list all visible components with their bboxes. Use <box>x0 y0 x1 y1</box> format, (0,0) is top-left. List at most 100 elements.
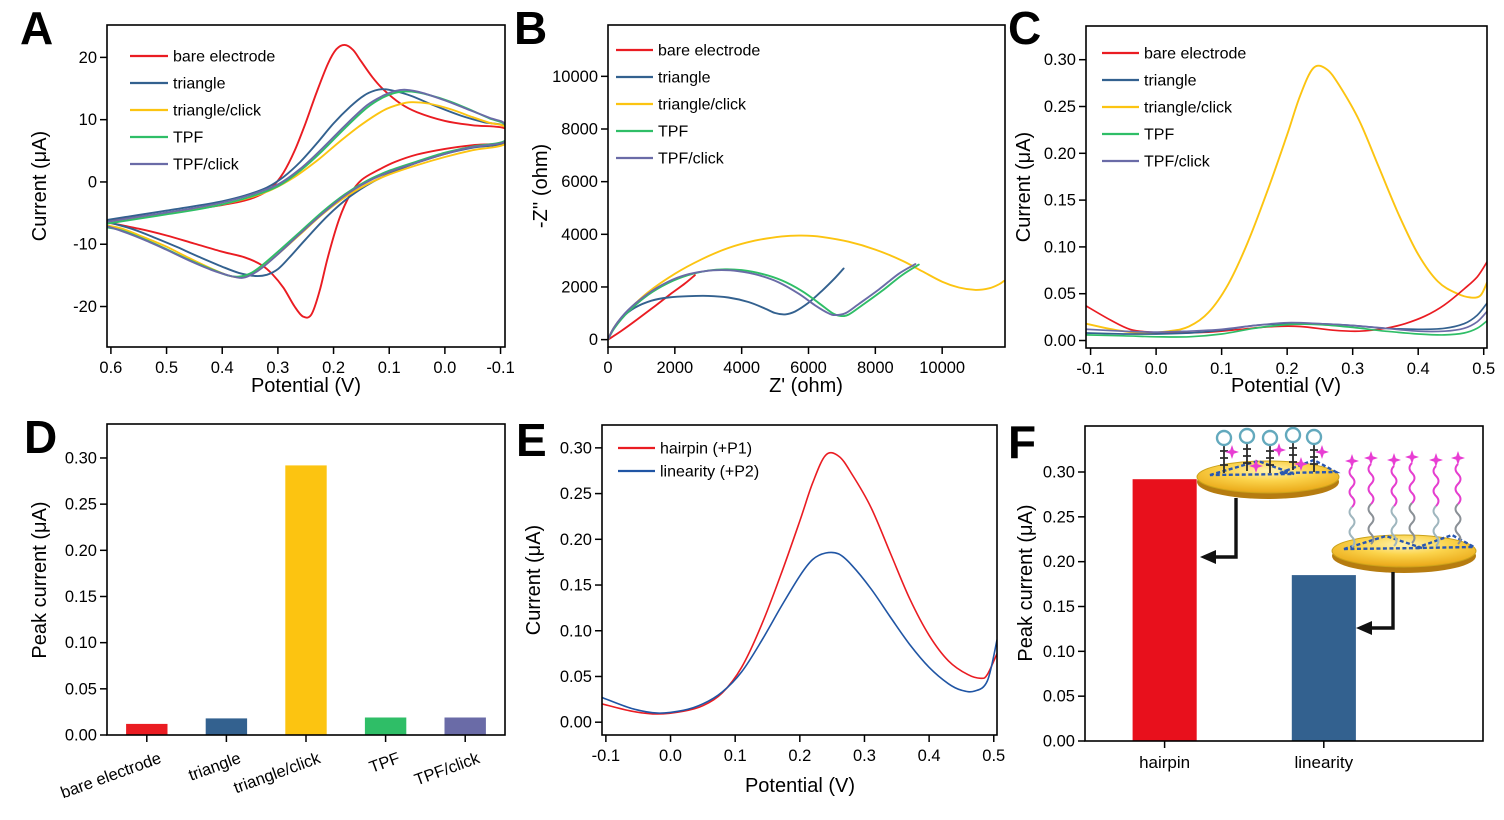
panel-A-legend-label: TPF <box>173 130 203 147</box>
panel-B-x-tick-label: 8000 <box>857 359 894 377</box>
panel-A-y-tick-label: -10 <box>73 236 97 254</box>
panel-A-legend-label: TPF/click <box>173 157 240 174</box>
panel-F-category-label: linearity <box>1295 753 1354 772</box>
panel-letter-b: B <box>514 2 548 54</box>
panel-A-y-tick-label: 20 <box>79 49 97 67</box>
panel-C-series <box>1086 64 1487 338</box>
panel-C-series-triangle-line <box>1086 302 1487 335</box>
panel-F: hairpin linearity 0.00 0.05 0.10 0.15 0.20 0.25… <box>1015 425 1484 772</box>
panel-A-x-tick-label: 0.4 <box>211 359 234 377</box>
panel-letter-a: A <box>20 2 54 54</box>
panel-C-series-triangle-click-line <box>1086 64 1487 334</box>
panel-F-y-tick-label: 0.00 <box>1043 733 1075 751</box>
panel-D-category-label: triangle/click <box>231 749 323 797</box>
panel-letter-c: C <box>1008 2 1042 54</box>
panel-C-x-tick-label: 0.0 <box>1145 360 1168 378</box>
panel-A-y-tick-label: 0 <box>88 173 97 191</box>
panel-E-y-axis-label: Current (μA) <box>523 525 545 635</box>
panel-B-series-triangle-click-line <box>608 234 1005 341</box>
panel-D-y-tick-label: 0.15 <box>65 588 97 606</box>
panel-D-y-tick-label: 0.25 <box>65 496 97 514</box>
panel-A-x-tick-label: 0.6 <box>99 359 122 377</box>
panel-B-series-triangle-line <box>608 267 845 341</box>
panel-A-x-axis-label: Potential (V) <box>251 375 361 397</box>
panel-A-series-tpf-click-line <box>107 88 505 279</box>
panel-E-y-tick-label: 0.05 <box>560 668 592 686</box>
panel-B-x-tick-label: 2000 <box>656 359 693 377</box>
panel-C-y-tick-label: 0.15 <box>1044 192 1076 210</box>
panel-F-y-axis-label: Peak current (μA) <box>1015 504 1037 661</box>
panel-D-bar-triangle <box>205 718 248 735</box>
panel-B-series-bare-electrode-line <box>608 274 696 341</box>
panel-E-y-tick-label: 0.30 <box>560 439 592 457</box>
panel-E-x-tick-label: 0.3 <box>853 747 876 765</box>
panel-A-y-tick-label: -20 <box>73 298 97 316</box>
panel-E-y-tick-label: 0.10 <box>560 622 592 640</box>
panel-E-x-tick-label: 0.5 <box>982 747 1005 765</box>
panel-E-y-tick-label: 0.25 <box>560 485 592 503</box>
panel-B-x-tick-label: 10000 <box>919 359 965 377</box>
panel-D-y-tick-label: 0.10 <box>65 634 97 652</box>
panel-A-frame <box>106 24 506 348</box>
panel-D-y-axis-label: Peak current (μA) <box>29 501 51 658</box>
panel-C-x-tick-label: 0.2 <box>1276 360 1299 378</box>
panel-B-legend-label: bare electrode <box>658 43 760 60</box>
panel-A-legend-label: bare electrode <box>173 49 275 66</box>
panel-letter-d: D <box>24 411 58 463</box>
panel-A-x-tick-label: 0.1 <box>378 359 401 377</box>
panel-B-y-tick-label: 0 <box>589 331 598 349</box>
panel-C-legend-label: triangle <box>1144 73 1197 90</box>
panel-B-y-tick-label: 2000 <box>561 278 598 296</box>
panel-B-x-axis-label: Z' (ohm) <box>769 375 843 397</box>
panel-E-x-tick-label: 0.0 <box>659 747 682 765</box>
panel-F-y-tick-label: 0.05 <box>1043 688 1075 706</box>
panel-F-y-tick-label: 0.30 <box>1043 463 1075 481</box>
panel-D-y-tick-label: 0.30 <box>65 449 97 467</box>
panel-F-frame <box>1084 425 1484 742</box>
panel-B-series <box>608 234 1005 341</box>
panel-C-x-tick-label: 0.1 <box>1210 360 1233 378</box>
panel-C-y-tick-label: 0.30 <box>1044 51 1076 69</box>
panel-C-x-tick-label: 0.5 <box>1472 360 1495 378</box>
panel-E-series-linearity-p2-line <box>602 551 997 714</box>
panel-B-x-tick-label: 4000 <box>723 359 760 377</box>
panel-B-y-tick-label: 10000 <box>552 68 598 86</box>
panel-C-y-tick-label: 0.20 <box>1044 145 1076 163</box>
panel-F-y-tick-label: 0.20 <box>1043 553 1075 571</box>
panel-B-y-tick-label: 8000 <box>561 120 598 138</box>
panel-F-bar-linearity <box>1291 575 1356 741</box>
panel-A-x-tick-label: 0.0 <box>433 359 456 377</box>
panel-E-x-tick-label: 0.2 <box>788 747 811 765</box>
panel-D-category-label: TPF/click <box>412 749 483 789</box>
panel-E-legend-label: hairpin (+P1) <box>660 441 752 458</box>
panel-E-y-tick-label: 0.20 <box>560 531 592 549</box>
panel-letter-f: F <box>1008 416 1037 468</box>
panel-C-x-tick-label: 0.3 <box>1341 360 1364 378</box>
panel-A-series <box>107 43 505 319</box>
panel-D-bar-tpf-click <box>444 717 486 735</box>
panel-E-x-axis-label: Potential (V) <box>745 775 855 797</box>
panel-C: -0.1 0.0 0.1 0.2 0.3 0.4 0.5 0.00 0.05 0.10 0.15 0.… <box>1013 25 1495 397</box>
panel-B-y-tick-label: 4000 <box>561 226 598 244</box>
panel-F-y-tick-label: 0.10 <box>1043 643 1075 661</box>
panel-B-x-tick-label: 0 <box>603 359 612 377</box>
panel-B-legend-label: triangle <box>658 70 711 87</box>
panel-E-x-tick-label: 0.1 <box>724 747 747 765</box>
panel-B: 0 2000 4000 6000 8000 10000 0 2000 4000 6000 8000 1… <box>530 24 1006 397</box>
panel-F-y-tick-label: 0.15 <box>1043 598 1075 616</box>
panel-C-legend-label: TPF <box>1144 127 1174 144</box>
panel-A-x-tick-label: 0.2 <box>322 359 345 377</box>
panel-C-y-tick-label: 0.25 <box>1044 98 1076 116</box>
panel-C-y-tick-label: 0.10 <box>1044 238 1076 256</box>
panel-E-x-tick-label: -0.1 <box>592 747 620 765</box>
panel-B-y-tick-label: 6000 <box>561 173 598 191</box>
panel-A-x-tick-label: -0.1 <box>486 359 514 377</box>
panel-B-legend-label: triangle/click <box>658 97 747 114</box>
panel-C-x-axis-label: Potential (V) <box>1231 375 1341 397</box>
panel-E-series <box>602 451 997 715</box>
panel-E-series-hairpin-p1-line <box>602 451 997 715</box>
panel-D-category-label: TPF <box>367 749 402 777</box>
panel-D-bar-bare-electrode <box>126 723 168 735</box>
